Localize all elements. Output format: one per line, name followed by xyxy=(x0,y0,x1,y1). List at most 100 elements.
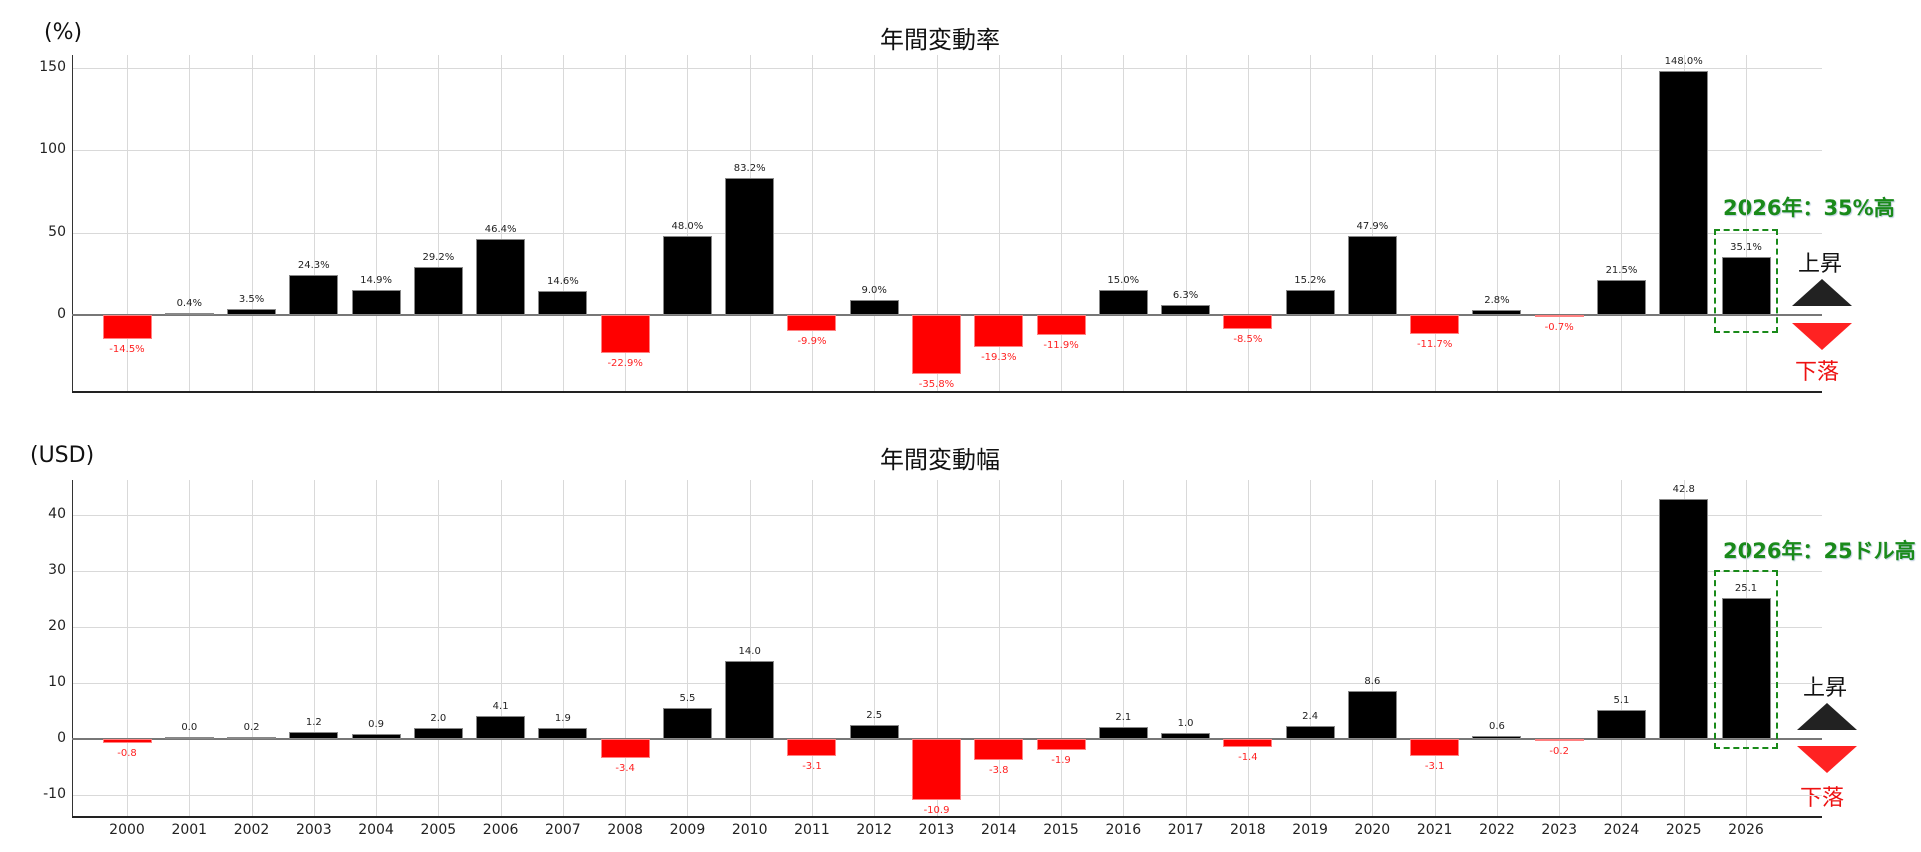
grid-line-horizontal xyxy=(72,627,1822,628)
grid-line-vertical xyxy=(251,55,253,391)
y-axis xyxy=(72,480,73,816)
bar-2006 xyxy=(476,716,526,739)
grid-line-vertical xyxy=(1372,480,1374,816)
data-label: 6.3% xyxy=(1172,289,1199,301)
x-tick-label: 2017 xyxy=(1167,822,1204,838)
x-tick-label: 2012 xyxy=(856,822,893,838)
data-label: 8.6 xyxy=(1364,675,1381,687)
data-label: 14.0 xyxy=(738,645,761,657)
grid-line-horizontal xyxy=(72,571,1822,572)
up-triangle-icon xyxy=(1792,279,1852,306)
amount-legend-down: 下落 xyxy=(1800,786,1845,811)
data-label: 24.3% xyxy=(297,259,330,271)
x-tick-label: 2021 xyxy=(1416,822,1453,838)
data-label: 2.8% xyxy=(1484,295,1510,307)
bar-2021 xyxy=(1410,739,1460,757)
bar-2008 xyxy=(600,739,650,759)
data-label: -0.2 xyxy=(1549,746,1569,757)
grid-line-vertical xyxy=(625,480,627,816)
x-tick-label: 2010 xyxy=(731,822,768,838)
data-label: 148.0% xyxy=(1664,56,1703,68)
rate-legend-down: 下落 xyxy=(1795,360,1840,385)
y-tick-label: -10 xyxy=(43,786,66,802)
bar-2013 xyxy=(912,739,961,801)
data-label: 0.0 xyxy=(181,722,198,733)
bar-2026 xyxy=(1721,257,1771,315)
amount-annotation: 2026年：25ドル高 xyxy=(1723,539,1916,563)
x-tick-label: 2007 xyxy=(545,822,581,838)
grid-line-horizontal xyxy=(72,150,1822,152)
bar-2012 xyxy=(849,725,899,739)
data-label: -22.9% xyxy=(607,357,643,369)
data-label: -10.9 xyxy=(923,805,950,817)
data-label: -1.4 xyxy=(1238,751,1258,763)
data-label: 0.6 xyxy=(1488,720,1505,732)
data-label: 3.5% xyxy=(238,294,265,306)
grid-line-vertical xyxy=(1061,55,1063,391)
grid-line-vertical xyxy=(1496,55,1498,391)
grid-line-vertical xyxy=(1559,55,1561,391)
rate-annotation: 2026年：35%高 xyxy=(1723,196,1895,220)
x-tick-label: 2016 xyxy=(1105,822,1142,838)
bar-2007 xyxy=(538,728,588,739)
grid-line-vertical xyxy=(874,480,876,816)
data-label: 1.2 xyxy=(305,717,322,729)
data-label: 2.1 xyxy=(1115,712,1132,724)
data-label: 0.2 xyxy=(243,722,260,733)
grid-line-vertical xyxy=(562,55,564,391)
y-tick-label: 10 xyxy=(48,674,66,690)
rate-chart: (%) 年間変動率 2026年：35%高 上昇 下落 0 50 100 150 -14.… xyxy=(0,0,1921,420)
data-label: 1.9 xyxy=(554,713,571,725)
bar-2005 xyxy=(413,727,463,739)
grid-line-vertical xyxy=(127,55,128,391)
bar-2026 xyxy=(1721,598,1771,739)
grid-line-horizontal xyxy=(72,68,1822,69)
data-label: 15.2% xyxy=(1294,274,1326,286)
rate-legend-up: 上昇 xyxy=(1798,252,1843,277)
bar-2005 xyxy=(413,266,463,315)
bar-2004 xyxy=(351,290,401,315)
amount-legend-up: 上昇 xyxy=(1803,676,1848,701)
x-tick-label: 2014 xyxy=(980,822,1017,838)
bar-2020 xyxy=(1347,690,1397,739)
grid-line-vertical xyxy=(749,480,751,816)
x-tick-label: 2006 xyxy=(482,822,519,838)
bar-2011 xyxy=(787,315,837,332)
data-label: -3.1 xyxy=(1424,761,1445,773)
data-label: -11.7% xyxy=(1416,339,1453,351)
grid-line-vertical xyxy=(562,480,564,816)
bar-2003 xyxy=(289,274,339,315)
bar-2018 xyxy=(1223,739,1273,747)
data-label: 35.1% xyxy=(1730,242,1762,254)
grid-line-vertical xyxy=(1061,480,1063,816)
grid-line-vertical xyxy=(1310,55,1312,391)
grid-line-vertical xyxy=(1372,55,1374,391)
bar-2010 xyxy=(725,177,775,315)
rate-chart-title: 年間変動率 xyxy=(880,26,1000,54)
bar-2018 xyxy=(1223,315,1273,329)
grid-line-vertical xyxy=(687,55,689,391)
bar-2014 xyxy=(974,739,1024,761)
grid-line-vertical xyxy=(500,55,502,391)
highlight-box xyxy=(1714,229,1778,333)
x-tick-label: 2013 xyxy=(918,822,955,838)
x-tick-label: 2018 xyxy=(1230,822,1266,838)
grid-line-vertical xyxy=(936,480,938,816)
bar-2000 xyxy=(102,315,152,339)
x-tick-label: 2019 xyxy=(1292,822,1328,838)
data-label: 46.4% xyxy=(484,223,517,235)
data-label: 48.0% xyxy=(671,220,704,232)
grid-line-horizontal xyxy=(72,683,1822,684)
data-label: 21.5% xyxy=(1605,264,1638,276)
data-label: 29.2% xyxy=(422,251,455,263)
grid-line-vertical xyxy=(687,480,689,816)
data-label: 42.8 xyxy=(1672,484,1695,496)
grid-line-vertical xyxy=(1123,55,1125,391)
grid-line-vertical xyxy=(1496,480,1498,816)
data-label: 14.6% xyxy=(546,275,579,287)
y-tick-label: 0 xyxy=(57,306,66,322)
grid-line-vertical xyxy=(936,55,938,391)
data-label: -14.5% xyxy=(109,343,145,355)
bar-2019 xyxy=(1285,289,1335,315)
